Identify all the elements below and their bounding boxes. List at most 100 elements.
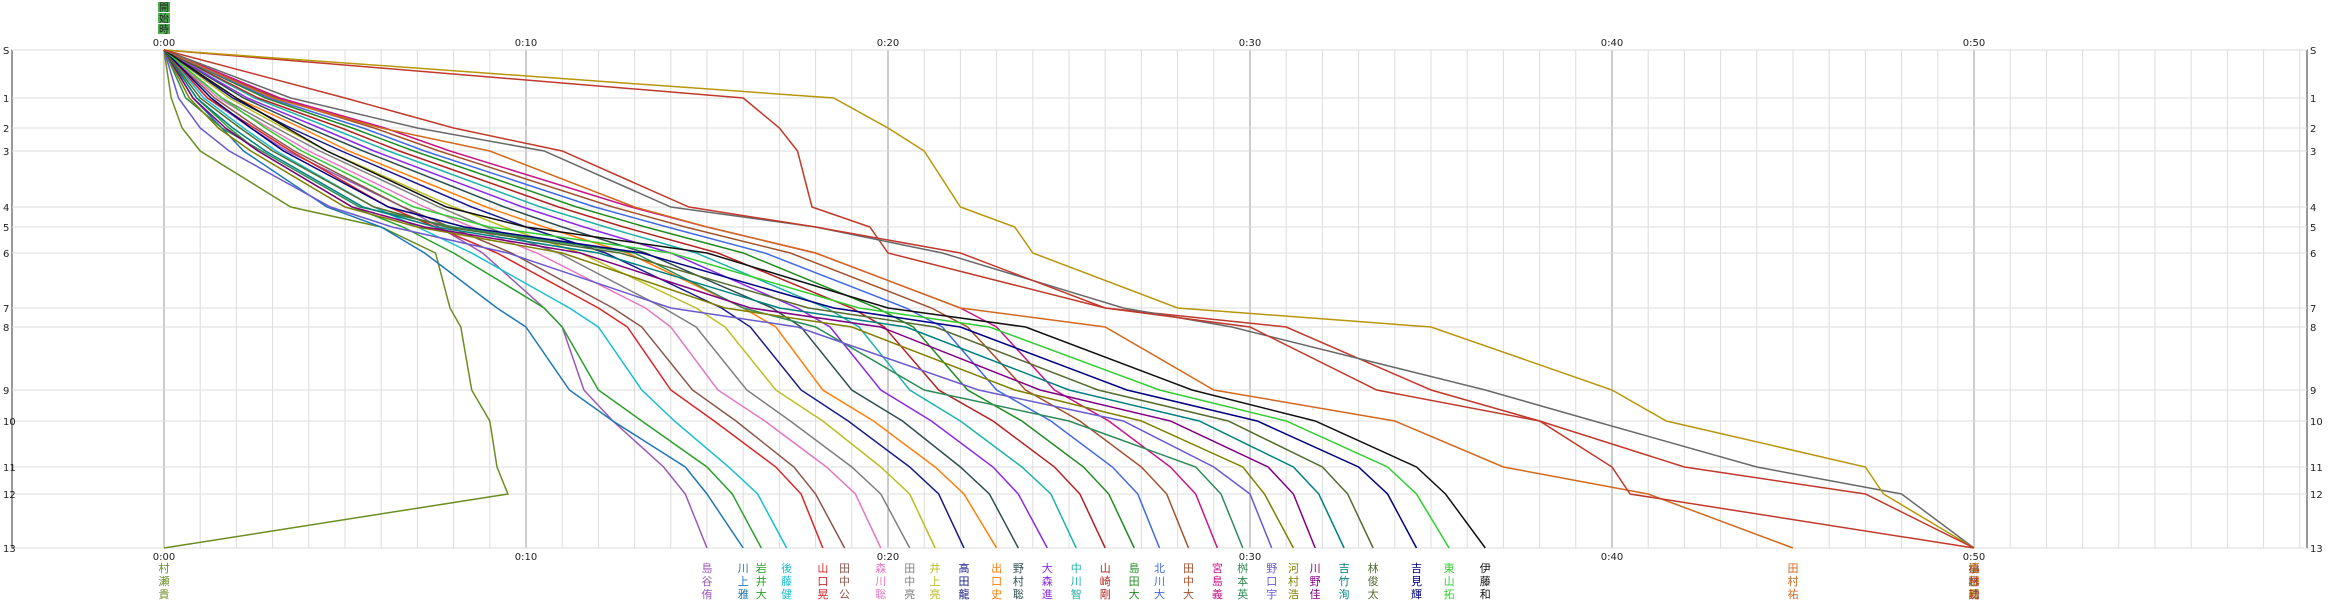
runner-name-char: 森 (875, 561, 886, 575)
x-tick-label-bottom: 0:20 (877, 552, 899, 563)
runner-name-char: 宮 (1212, 561, 1223, 575)
runner-line (163, 49, 1135, 549)
runner-line (163, 49, 1106, 549)
runner-line (163, 49, 1975, 549)
runner-name-char: 佳 (1310, 587, 1321, 600)
runner-name-char: 和 (1480, 588, 1491, 600)
runner-line (163, 49, 1316, 549)
x-tick-label-bottom: 0:10 (515, 552, 537, 563)
runner-name-char: 川 (738, 562, 749, 575)
runner-line (163, 49, 1450, 549)
runner-name-char: 龍 (959, 587, 970, 600)
x-tick-label-top: 0:30 (1239, 38, 1261, 49)
runner-name-char: 亮 (904, 587, 915, 600)
runner-name-char: 井 (756, 574, 767, 588)
runner-name-char: 進 (1042, 588, 1053, 600)
runner-name-char: 村 (1013, 574, 1024, 588)
runner-line (163, 49, 1161, 549)
runner-name-char: 朋 (1969, 588, 1980, 600)
runner-name-char: 崎 (1100, 574, 1111, 588)
y-tick-label-left: 6 (3, 249, 9, 260)
x-tick-label-top: 0:20 (877, 38, 899, 49)
runner-line (163, 49, 1486, 549)
x-tick-label-bottom: 0:30 (1239, 552, 1261, 563)
runner-name-char: 上 (930, 575, 941, 588)
y-tick-label-right: 7 (2310, 304, 2316, 315)
y-tick-label-left: 10 (3, 417, 16, 428)
runner-name-char: 太 (1368, 588, 1379, 600)
runner-name-char: 野 (1266, 562, 1277, 575)
runner-name-char: 浩 (1288, 588, 1299, 600)
y-tick-label-left: 1 (3, 94, 9, 105)
runner-name-char: 田 (1183, 562, 1194, 575)
runner-name-char: 俊 (1368, 574, 1379, 588)
y-tick-label-left: 8 (3, 323, 9, 334)
runner-name-char: 英 (1237, 587, 1248, 600)
runner-name-char: 山 (1444, 575, 1455, 588)
start-marker-box (158, 24, 170, 34)
runner-line (163, 49, 1975, 549)
runner-name-char: 清 (1969, 562, 1980, 575)
y-tick-label-right: 4 (2310, 203, 2316, 214)
runner-name-char: 雅 (738, 587, 749, 600)
runner-line (163, 49, 824, 549)
runner-name-char: 村 (159, 561, 170, 575)
runner-name-char: 大 (1129, 587, 1140, 600)
runner-name-char: 山 (817, 562, 828, 575)
runner-name-char: 祐 (1788, 588, 1799, 600)
runner-name-labels: 村瀬貴島谷侑川上雅岩井大後藤健山口晃田中公森川聡田中亮井上亮高田龍出口史野村聡大… (159, 561, 1980, 600)
runner-name-char: 大 (1183, 587, 1194, 600)
runner-name-char: 晃 (817, 588, 828, 600)
runner-name-char: 本 (1237, 574, 1248, 588)
runner-name-char: 貴 (159, 587, 170, 600)
runner-name-char: 宇 (1266, 588, 1277, 600)
y-tick-label-left: 7 (3, 304, 9, 315)
y-tick-label-right: 10 (2310, 417, 2323, 428)
chart-axes: 0:00 0:00 0:10 0:10 0:20 0:20 0:30 0:30 0:40 0:40… (3, 38, 2323, 563)
runner-name-char: 谷 (702, 575, 713, 588)
runner-name-char: 福 (1969, 561, 1980, 575)
runner-name-char: 吉 (1411, 562, 1422, 575)
runner-name-char: 島 (1212, 574, 1223, 588)
runner-name-char: 聡 (1013, 587, 1024, 600)
runner-line (163, 49, 911, 549)
runner-name-char: 星 (1969, 562, 1980, 575)
y-tick-label-right: 12 (2310, 490, 2323, 501)
runner-name-char: 拓 (1444, 587, 1455, 600)
x-tick-label-top: 0:10 (515, 38, 537, 49)
runner-name-char: 公 (839, 588, 850, 600)
start-marker-char: 開 (159, 2, 169, 14)
runner-name-char: 見 (1411, 575, 1422, 588)
runner-line (163, 49, 998, 549)
y-tick-label-left: 2 (3, 124, 9, 135)
y-tick-label-right: S (2310, 46, 2316, 57)
runner-name-char: 口 (1266, 575, 1277, 588)
runner-name-char: 河 (1288, 562, 1299, 575)
x-tick-label-bottom: 0:00 (153, 552, 175, 563)
y-tick-label-right: 3 (2310, 147, 2316, 158)
runner-name-char: 口 (817, 575, 828, 588)
runner-line (163, 49, 1794, 549)
runner-name-char: 北 (1154, 562, 1165, 575)
plot-frame (11, 49, 2308, 549)
runner-line (163, 49, 744, 549)
y-tick-label-right: 11 (2310, 463, 2323, 474)
runner-line (163, 49, 1418, 549)
runner-name-char: 高 (959, 561, 970, 575)
runner-line (163, 49, 1975, 549)
runner-name-char: 聡 (875, 587, 886, 600)
runner-name-char: 智 (1071, 587, 1082, 600)
x-tick-label-top: 0:50 (1963, 38, 1985, 49)
runner-name-char: 島 (702, 561, 713, 575)
runner-name-char: 島 (1129, 561, 1140, 575)
runner-name-char: 義 (1212, 587, 1223, 600)
runner-name-char: 上 (738, 575, 749, 588)
runner-name-char: 元 (1969, 588, 1980, 600)
runner-lines (163, 49, 1975, 549)
runner-line (163, 49, 1190, 549)
x-tick-label-top: 0:40 (1601, 38, 1623, 49)
runner-name-char: 剛 (1100, 588, 1111, 600)
runner-name-char: 川 (1154, 575, 1165, 588)
runner-name-char: 竹 (1339, 574, 1350, 588)
